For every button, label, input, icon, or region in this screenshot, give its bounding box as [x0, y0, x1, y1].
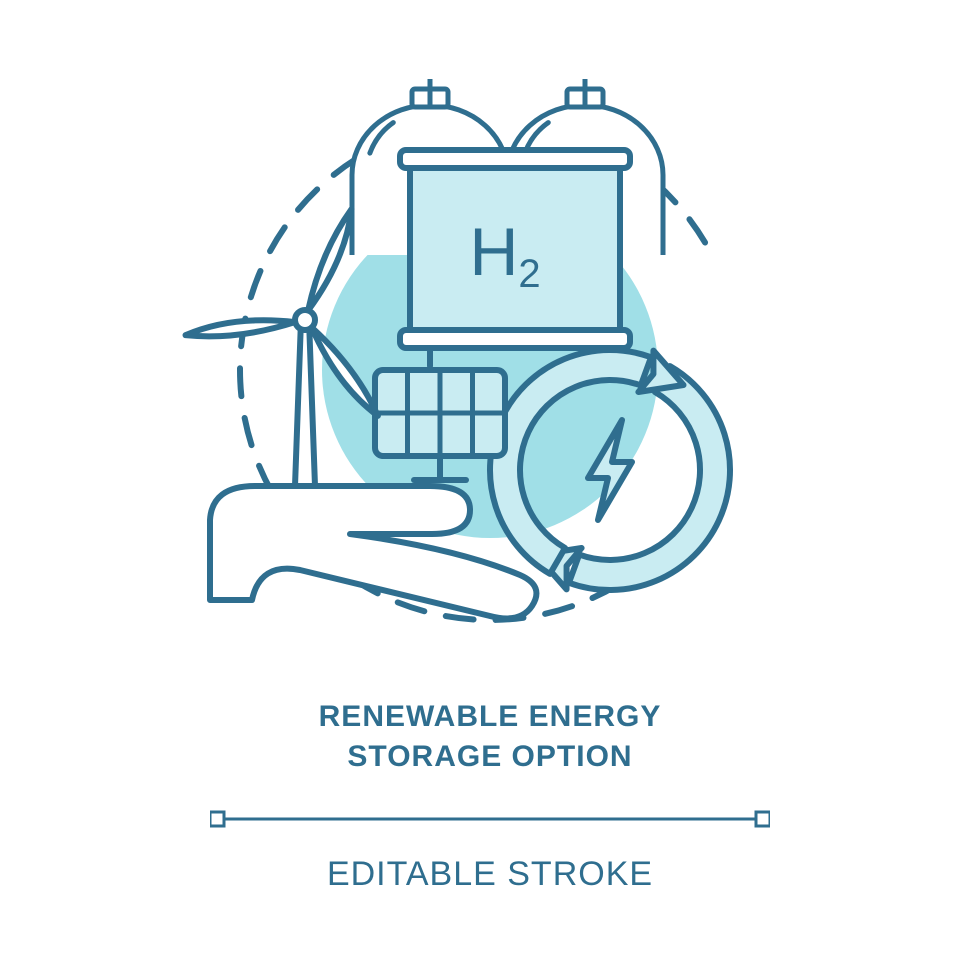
concept-illustration: H2 — [0, 0, 980, 700]
divider — [210, 810, 770, 828]
divider-box-right — [756, 812, 770, 826]
hydrogen-tank-icon: H2 — [400, 150, 630, 366]
title-line-1: RENEWABLE ENERGY — [0, 700, 980, 734]
title-line-2: STORAGE OPTION — [0, 740, 980, 774]
divider-box-left — [210, 812, 224, 826]
subtitle-editable-stroke: EDITABLE STROKE — [0, 855, 980, 894]
infographic-stage: H2 RENEWABLE ENERGY STORAGE OPTION EDITA… — [0, 0, 980, 980]
